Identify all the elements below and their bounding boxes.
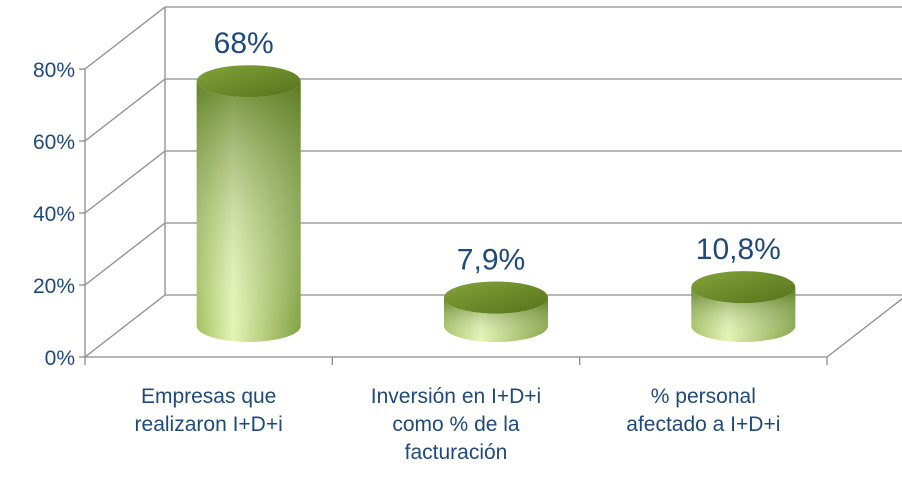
grid-line (84, 222, 166, 286)
grid-line (84, 150, 166, 214)
cylinder (691, 271, 796, 342)
x-tick-label: % personal afectado a I+D+i (626, 385, 781, 436)
y-tick-label: 20% (33, 275, 75, 298)
cylinder (444, 281, 548, 342)
y-tick-label: 80% (33, 59, 75, 82)
x-tick-label: Inversión en I+D+i como % de la facturac… (370, 385, 542, 464)
grid-line (84, 78, 166, 142)
cylinder-shade (444, 297, 548, 342)
cylinder-top (691, 271, 796, 304)
cylinder-shade (196, 81, 301, 342)
grid-line (84, 294, 166, 358)
cylinder-top (196, 65, 301, 98)
grid-line (84, 6, 166, 70)
y-tick-label: 40% (33, 203, 75, 226)
x-tick-label: Empresas que realizaron I+D+i (134, 385, 283, 436)
floor-edge (826, 298, 902, 358)
y-tick-label: 0% (45, 347, 75, 370)
cylinder (196, 65, 301, 342)
y-tick-label: 60% (33, 131, 75, 154)
value-label: 68% (214, 27, 274, 60)
cylinder-top (444, 281, 548, 314)
cylinder-shade (691, 287, 796, 342)
value-label: 7,9% (457, 244, 525, 277)
value-label: 10,8% (696, 233, 781, 266)
